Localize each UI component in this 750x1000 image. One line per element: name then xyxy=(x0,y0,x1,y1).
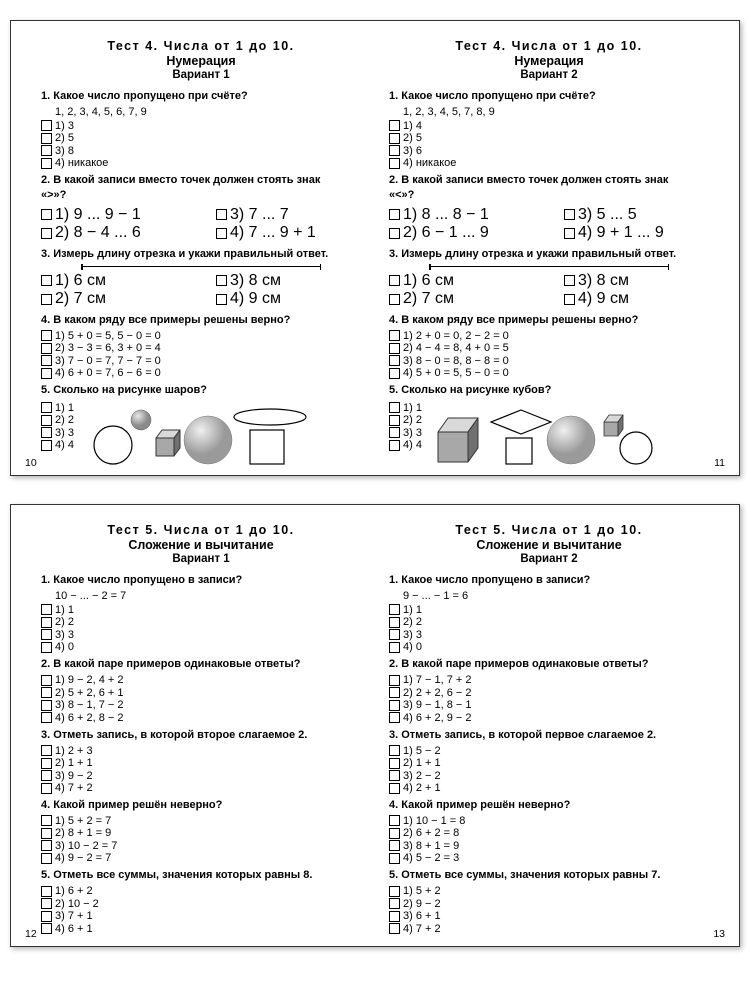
q1: 1. Какое число пропущено при счёте? xyxy=(41,89,361,104)
variant: Вариант 1 xyxy=(41,69,361,81)
page-num-right: 11 xyxy=(714,457,725,469)
q5-opts: 1) 1 2) 2 3) 3 4) 4 xyxy=(41,401,74,452)
q1-hint: 1, 2, 3, 4, 5, 6, 7, 9 xyxy=(55,106,361,118)
q5: 5. Сколько на рисунке шаров? xyxy=(41,383,361,398)
q4-opts: 1) 5 + 0 = 5, 5 − 0 = 0 2) 3 − 3 = 6, 3 … xyxy=(41,330,361,380)
title: Тест 4. Числа от 1 до 10. xyxy=(41,39,361,53)
ruler xyxy=(41,266,361,267)
q3-opts: 1) 6 см 2) 7 см 3) 8 см 4) 9 см xyxy=(41,271,361,309)
page-test4: 10 11 Тест 4. Числа от 1 до 10. Нумераци… xyxy=(10,20,740,476)
shapes-cubes xyxy=(426,400,709,465)
subtitle: Нумерация xyxy=(41,54,361,68)
test4-v1: Тест 4. Числа от 1 до 10. Нумерация Вари… xyxy=(41,39,361,465)
page-test5: 12 13 Тест 5. Числа от 1 до 10. Сложение… xyxy=(10,504,740,947)
q2-opts: 1) 9 ... 9 − 1 2) 8 − 4 ... 6 3) 7 ... 7… xyxy=(41,205,361,243)
test5-v1: Тест 5. Числа от 1 до 10. Сложение и выч… xyxy=(41,523,361,936)
shapes-spheres xyxy=(78,400,361,465)
test4-v2: Тест 4. Числа от 1 до 10. Нумерация Вари… xyxy=(389,39,709,465)
q1-opts: 1) 3 2) 5 3) 8 4) никакое xyxy=(41,120,361,170)
q2: 2. В какой записи вместо точек должен ст… xyxy=(41,173,361,188)
q3: 3. Измерь длину отрезка и укажи правильн… xyxy=(41,247,361,262)
q4: 4. В каком ряду все примеры решены верно… xyxy=(41,313,361,328)
page-num-left: 10 xyxy=(25,457,37,469)
test5-v2: Тест 5. Числа от 1 до 10. Сложение и выч… xyxy=(389,523,709,936)
